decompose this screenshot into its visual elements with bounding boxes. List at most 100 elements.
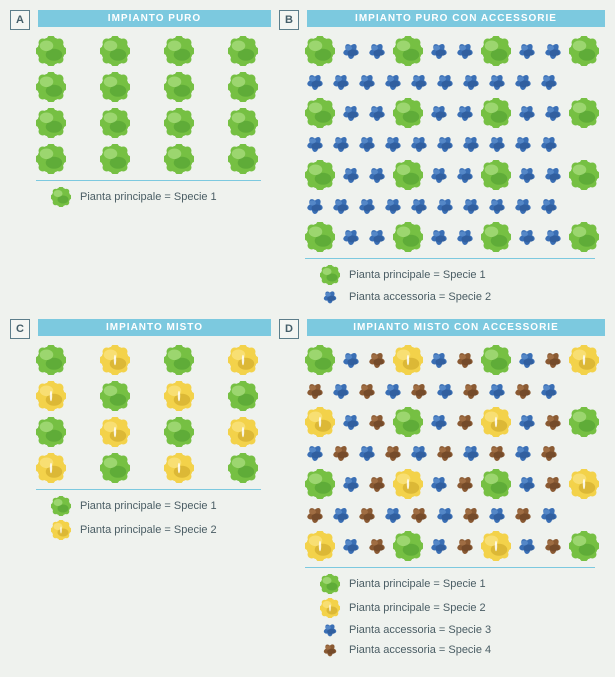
green_large-icon <box>100 381 130 411</box>
green_large-icon <box>100 72 130 102</box>
brown_small-icon <box>455 412 475 432</box>
panel-b: BIMPIANTO PURO CON ACCESSORIEPianta prin… <box>279 10 605 309</box>
blue_small-icon <box>305 443 325 463</box>
blue_small-icon <box>367 41 387 61</box>
yellow_large-icon <box>320 598 340 618</box>
plant-brown_small <box>367 412 387 432</box>
plant-blue_small <box>455 227 475 247</box>
green_large-icon <box>228 381 258 411</box>
blue_small-icon <box>539 505 559 525</box>
plant-brown_small <box>513 505 533 525</box>
plant-blue_small <box>435 505 455 525</box>
green_large-icon <box>569 98 599 128</box>
blue_small-icon <box>357 196 377 216</box>
plant-brown_small <box>409 381 429 401</box>
panel-title: IMPIANTO PURO CON ACCESSORIE <box>307 10 605 27</box>
green_large-icon <box>164 108 194 138</box>
plant-blue_small <box>367 103 387 123</box>
green_large-icon <box>100 108 130 138</box>
blue_small-icon <box>429 474 449 494</box>
brown_small-icon <box>367 474 387 494</box>
yellow_large-icon <box>569 469 599 499</box>
plant-green_large <box>228 453 258 483</box>
plant-blue_small <box>305 72 325 92</box>
plant-blue_small <box>487 505 507 525</box>
plant-green_large <box>228 144 258 174</box>
blue_small-icon <box>513 196 533 216</box>
plant-blue_small <box>341 350 361 370</box>
brown_small-icon <box>435 443 455 463</box>
blue_small-icon <box>539 196 559 216</box>
plant-green_large <box>569 407 599 437</box>
plant-blue_small <box>455 103 475 123</box>
green_large-icon <box>100 36 130 66</box>
blue_small-icon <box>341 227 361 247</box>
blue_small-icon <box>341 350 361 370</box>
green_large-icon <box>569 531 599 561</box>
plant-blue_small <box>539 505 559 525</box>
brown_small-icon <box>357 381 377 401</box>
plant-row <box>305 381 599 401</box>
plant-row <box>36 36 265 66</box>
blue_small-icon <box>517 103 537 123</box>
plant-yellow_large <box>36 453 66 483</box>
plant-blue_small <box>543 165 563 185</box>
plant-brown_small <box>539 443 559 463</box>
yellow_large-icon <box>51 520 71 540</box>
plant-blue_small <box>435 134 455 154</box>
green_large-icon <box>481 160 511 190</box>
plant-green_large <box>36 108 66 138</box>
blue_small-icon <box>461 134 481 154</box>
brown_small-icon <box>331 443 351 463</box>
plant-brown_small <box>543 350 563 370</box>
plant-green_large <box>164 345 194 375</box>
plant-grid <box>305 345 599 561</box>
legend-icon <box>319 598 341 618</box>
blue_small-icon <box>357 134 377 154</box>
legend-row: Pianta principale = Specie 1 <box>50 187 271 207</box>
legend-text: Pianta accessoria = Specie 2 <box>349 291 491 303</box>
legend-text: Pianta principale = Specie 1 <box>80 191 217 203</box>
green_large-icon <box>481 469 511 499</box>
blue_small-icon <box>517 41 537 61</box>
plant-blue_small <box>429 227 449 247</box>
legend-icon <box>319 574 341 594</box>
plant-brown_small <box>543 474 563 494</box>
legend-text: Pianta principale = Specie 2 <box>349 602 486 614</box>
blue_small-icon <box>322 289 338 305</box>
legend-text: Pianta principale = Specie 2 <box>80 524 217 536</box>
plant-blue_small <box>435 72 455 92</box>
plant-blue_small <box>383 72 403 92</box>
plant-blue_small <box>341 103 361 123</box>
green_large-icon <box>393 160 423 190</box>
brown_small-icon <box>305 381 325 401</box>
plant-green_large <box>100 144 130 174</box>
plant-blue_small <box>435 381 455 401</box>
plant-green_large <box>100 72 130 102</box>
plant-blue_small <box>513 134 533 154</box>
brown_small-icon <box>543 350 563 370</box>
green_large-icon <box>36 345 66 375</box>
plant-blue_small <box>539 196 559 216</box>
plant-row <box>36 453 265 483</box>
yellow_large-icon <box>36 381 66 411</box>
legend-row: Pianta principale = Specie 1 <box>319 574 605 594</box>
legend-icon <box>319 265 341 285</box>
plant-green_large <box>481 160 511 190</box>
green_large-icon <box>305 160 335 190</box>
brown_small-icon <box>367 350 387 370</box>
panel-header: AIMPIANTO PURO <box>10 10 271 30</box>
brown_small-icon <box>367 536 387 556</box>
plant-row <box>305 531 599 561</box>
plant-blue_small <box>517 412 537 432</box>
brown_small-icon <box>543 474 563 494</box>
blue_small-icon <box>305 196 325 216</box>
blue_small-icon <box>305 72 325 92</box>
plant-blue_small <box>305 134 325 154</box>
plant-blue_small <box>435 196 455 216</box>
plant-yellow_large <box>569 469 599 499</box>
plant-blue_small <box>461 196 481 216</box>
plant-row <box>305 98 599 128</box>
plant-green_large <box>393 36 423 66</box>
blue_small-icon <box>383 381 403 401</box>
